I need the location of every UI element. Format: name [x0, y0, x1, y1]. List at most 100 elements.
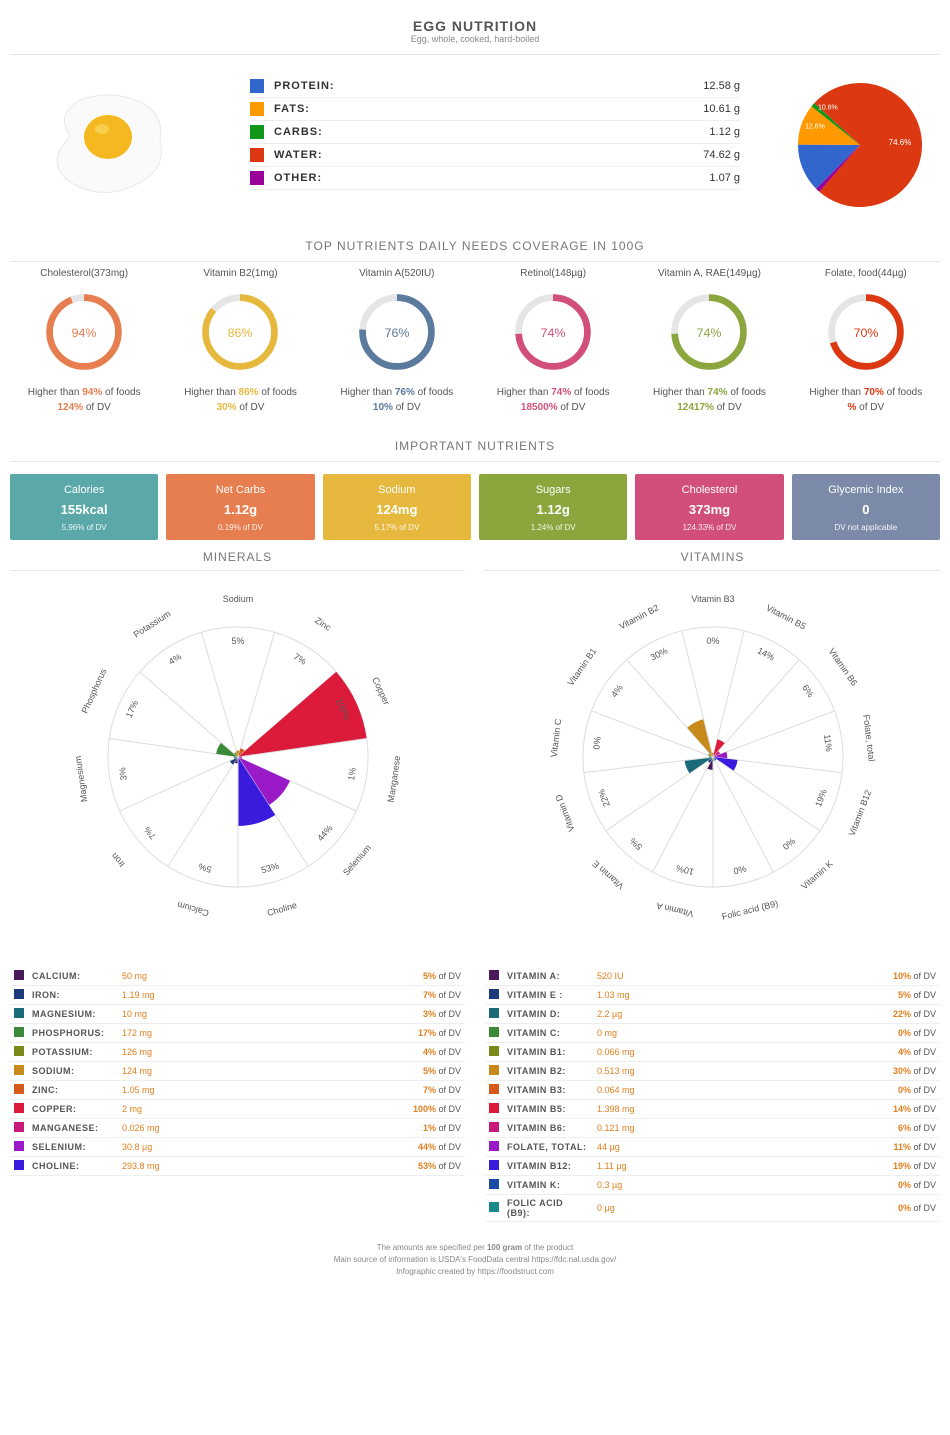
ring-item: Vitamin A(520IU) 76% Higher than 76% of …	[323, 268, 471, 415]
table-value: 10 mg	[118, 1005, 178, 1024]
table-value: 1.03 mg	[593, 986, 653, 1005]
table-swatch	[14, 1046, 24, 1056]
table-name: CHOLINE:	[28, 1157, 118, 1176]
table-dv: 4% of DV	[178, 1043, 465, 1062]
ring-label: Vitamin B2(1mg)	[166, 268, 314, 279]
minerals-title: MINERALS	[10, 550, 465, 564]
table-value: 0 µg	[593, 1195, 653, 1222]
ring-chart: 94%	[41, 289, 127, 375]
table-name: VITAMIN B6:	[503, 1119, 593, 1138]
macro-value: 1.07 g	[709, 172, 740, 184]
table-swatch	[14, 989, 24, 999]
table-swatch	[14, 1027, 24, 1037]
table-value: 0.513 mg	[593, 1062, 653, 1081]
table-dv: 3% of DV	[178, 1005, 465, 1024]
table-row: VITAMIN E : 1.03 mg 5% of DV	[485, 986, 940, 1005]
ring-item: Vitamin A, RAE(149µg) 74% Higher than 74…	[635, 268, 783, 415]
table-row: VITAMIN D: 2.2 µg 22% of DV	[485, 1005, 940, 1024]
nutrient-card: Cholesterol 373mg 124.33% of DV	[635, 474, 783, 540]
table-row: VITAMIN B3: 0.064 mg 0% of DV	[485, 1081, 940, 1100]
two-col: MINERALS Calcium5%Iron7%Magnesium3%Phosp…	[10, 550, 940, 1222]
table-dv: 17% of DV	[178, 1024, 465, 1043]
table-swatch	[14, 970, 24, 980]
macro-label: WATER:	[274, 149, 703, 161]
ring-chart: 76%	[354, 289, 440, 375]
divider	[485, 570, 940, 571]
table-dv: 11% of DV	[653, 1138, 940, 1157]
table-swatch	[489, 1046, 499, 1056]
table-value: 124 mg	[118, 1062, 178, 1081]
table-dv: 6% of DV	[653, 1119, 940, 1138]
divider	[10, 461, 940, 462]
ring-below: Higher than 70% of foods% of DV	[792, 385, 940, 415]
table-name: VITAMIN K:	[503, 1176, 593, 1195]
table-row: FOLIC ACID (B9): 0 µg 0% of DV	[485, 1195, 940, 1222]
svg-text:94%: 94%	[72, 326, 97, 340]
macro-row: CARBS: 1.12 g	[250, 121, 740, 144]
table-row: MAGNESIUM: 10 mg 3% of DV	[10, 1005, 465, 1024]
table-name: VITAMIN C:	[503, 1024, 593, 1043]
table-swatch	[489, 1008, 499, 1018]
table-value: 1.19 mg	[118, 986, 178, 1005]
ring-item: Folate, food(44µg) 70% Higher than 70% o…	[792, 268, 940, 415]
table-swatch	[489, 989, 499, 999]
table-dv: 5% of DV	[178, 967, 465, 986]
important-title: IMPORTANT NUTRIENTS	[10, 439, 940, 453]
table-value: 172 mg	[118, 1024, 178, 1043]
vitamins-col: VITAMINS Vitamin A10%Vitamin E5%Vitamin …	[485, 550, 940, 1222]
wheel-pct-label: 11%	[822, 734, 834, 752]
ring-item: Retinol(148µg) 74% Higher than 74% of fo…	[479, 268, 627, 415]
card-value: 0	[796, 502, 936, 517]
table-dv: 19% of DV	[653, 1157, 940, 1176]
ring-label: Cholesterol(373mg)	[10, 268, 158, 279]
top-row: PROTEIN: 12.58 g FATS: 10.61 g CARBS: 1.…	[10, 75, 940, 215]
ring-label: Vitamin A, RAE(149µg)	[635, 268, 783, 279]
footer-line: The amounts are specified per 100 gram o…	[10, 1242, 940, 1254]
card-title: Sodium	[327, 484, 467, 496]
table-dv: 10% of DV	[653, 967, 940, 986]
card-title: Cholesterol	[639, 484, 779, 496]
footer-line: Infographic created by https://foodstruc…	[10, 1266, 940, 1278]
table-row: VITAMIN B1: 0.066 mg 4% of DV	[485, 1043, 940, 1062]
minerals-table: CALCIUM: 50 mg 5% of DV IRON: 1.19 mg 7%…	[10, 967, 465, 1176]
card-value: 373mg	[639, 502, 779, 517]
table-value: 2.2 µg	[593, 1005, 653, 1024]
divider	[10, 54, 940, 55]
table-value: 520 IU	[593, 967, 653, 986]
nutrient-card: Sugars 1.12g 1.24% of DV	[479, 474, 627, 540]
macro-swatch	[250, 102, 264, 116]
macro-value: 1.12 g	[709, 126, 740, 138]
table-row: FOLATE, TOTAL: 44 µg 11% of DV	[485, 1138, 940, 1157]
table-dv: 5% of DV	[653, 986, 940, 1005]
table-name: VITAMIN E :	[503, 986, 593, 1005]
card-sub: 124.33% of DV	[639, 523, 779, 532]
wheel-pct-label: 3%	[117, 766, 129, 780]
card-sub: 5.96% of DV	[14, 523, 154, 532]
macro-row: FATS: 10.61 g	[250, 98, 740, 121]
table-dv: 53% of DV	[178, 1157, 465, 1176]
ring-item: Vitamin B2(1mg) 86% Higher than 86% of f…	[166, 268, 314, 415]
table-swatch	[14, 1008, 24, 1018]
card-value: 1.12g	[170, 502, 310, 517]
ring-below: Higher than 86% of foods30% of DV	[166, 385, 314, 415]
svg-text:70%: 70%	[853, 326, 878, 340]
nutrient-card: Net Carbs 1.12g 0.19% of DV	[166, 474, 314, 540]
table-name: VITAMIN B3:	[503, 1081, 593, 1100]
table-swatch	[14, 1141, 24, 1151]
table-swatch	[489, 1027, 499, 1037]
svg-text:74%: 74%	[697, 326, 722, 340]
table-value: 0.121 mg	[593, 1119, 653, 1138]
svg-text:10.6%: 10.6%	[818, 104, 838, 111]
page-subtitle: Egg, whole, cooked, hard-boiled	[10, 34, 940, 44]
ring-chart: 86%	[197, 289, 283, 375]
table-dv: 100% of DV	[178, 1100, 465, 1119]
table-swatch	[489, 1065, 499, 1075]
table-row: VITAMIN B6: 0.121 mg 6% of DV	[485, 1119, 940, 1138]
food-image	[10, 75, 210, 215]
cards-row: Calories 155kcal 5.96% of DVNet Carbs 1.…	[10, 474, 940, 540]
nutrient-card: Glycemic Index 0 DV not applicable	[792, 474, 940, 540]
table-dv: 7% of DV	[178, 986, 465, 1005]
macro-swatch	[250, 171, 264, 185]
table-row: MANGANESE: 0.026 mg 1% of DV	[10, 1119, 465, 1138]
table-row: SELENIUM: 30.8 µg 44% of DV	[10, 1138, 465, 1157]
